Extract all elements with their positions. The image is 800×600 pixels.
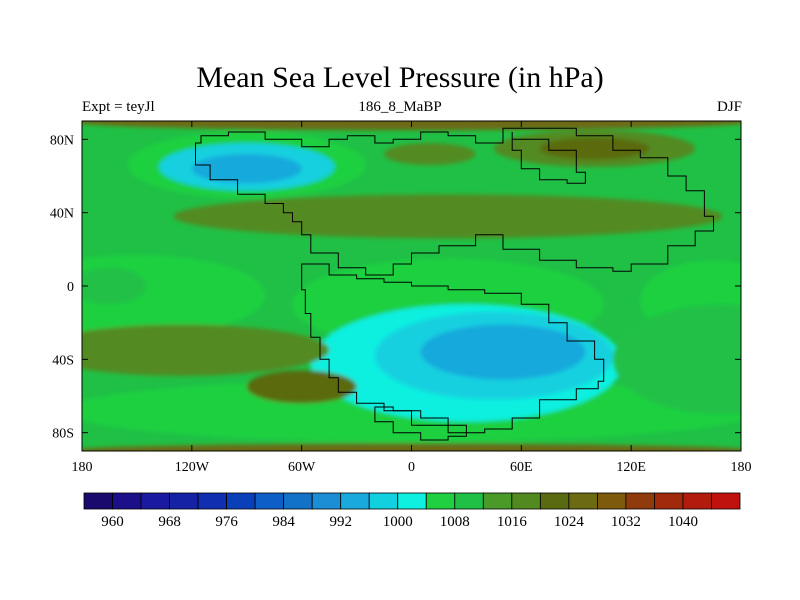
pressure-region-subtropical-high-south-west	[82, 324, 330, 376]
continent-outline-laurasia-west	[195, 127, 714, 276]
y-tick-label: 40N	[50, 207, 74, 222]
continent-outline-gondwana-south-tip	[374, 406, 467, 441]
pressure-region-subtropical-high-south-west-core	[246, 370, 357, 404]
pressure-region-north-high-center	[384, 143, 476, 165]
colorbar-tick-label: 1024	[554, 514, 585, 530]
colorbar-swatch	[311, 492, 342, 510]
continent-outline-laurasia-east-shelf	[511, 132, 586, 184]
colorbar-tick-label: 968	[158, 514, 181, 530]
colorbar-swatch	[654, 492, 684, 510]
colorbar-swatch	[169, 492, 199, 510]
pressure-region-subtropical-high-north	[173, 194, 723, 239]
y-tick-label: 0	[67, 280, 74, 295]
colorbar-tick-label: 1000	[383, 514, 413, 530]
colorbar-tick-label: 992	[329, 514, 352, 530]
experiment-label: Expt = teyJl	[82, 99, 155, 115]
pressure-region-southern-gondwana-low-core	[420, 324, 586, 380]
pressure-region-equatorial-pacific-high-west	[82, 267, 147, 305]
colorbar-tick-label: 1008	[440, 514, 470, 530]
colorbar-swatch	[511, 492, 541, 510]
colorbar-swatch	[625, 492, 655, 510]
colorbar-swatch	[425, 492, 456, 510]
colorbar-swatch	[197, 492, 228, 510]
colorbar-swatch	[283, 492, 313, 510]
colorbar-swatch	[226, 492, 256, 510]
continent-outline-layer	[195, 127, 714, 441]
colorbar: 960 968 976 984 992 1000 1008 1016 1024 1032 1040	[83, 492, 741, 530]
colorbar-swatch	[340, 492, 370, 510]
colorbar-tick-label: 1040	[668, 514, 698, 530]
pressure-region-north-high-east-core	[539, 137, 650, 160]
chart-title: Mean Sea Level Pressure (in hPa)	[196, 61, 604, 94]
y-tick-label: 80N	[50, 133, 74, 148]
x-tick-label: 60E	[510, 460, 533, 475]
colorbar-swatch	[596, 492, 627, 510]
colorbar-swatch	[397, 492, 427, 510]
x-tick-label: 180	[72, 460, 93, 475]
y-tick-label: 80S	[52, 427, 74, 442]
season-label: DJF	[716, 99, 742, 115]
x-tick-label: 180	[731, 460, 752, 475]
colorbar-swatch	[140, 492, 170, 510]
colorbar-swatch	[83, 492, 113, 510]
x-tick-label: 60W	[288, 460, 316, 475]
colorbar-swatch	[539, 492, 570, 510]
colorbar-tick-label: 960	[101, 514, 124, 530]
colorbar-tick-label: 1016	[497, 514, 528, 530]
pressure-region-pacific-high-south-east-edge	[612, 304, 741, 415]
colorbar-swatch	[254, 492, 285, 510]
colorbar-tick-label: 984	[272, 514, 295, 530]
y-tick-label: 40S	[52, 353, 74, 368]
pressure-region-north-atlantic-low-core	[191, 154, 302, 184]
x-tick-label: 0	[408, 460, 415, 475]
colorbar-swatch	[711, 492, 741, 510]
colorbar-swatch	[682, 492, 712, 510]
plot-area	[82, 121, 741, 451]
colorbar-swatch	[568, 492, 598, 510]
colorbar-swatch	[454, 492, 484, 510]
axis-layer: 180 120W 60W 0 60E 120E 180 80N 40N 0 40S 80S	[50, 121, 752, 475]
colorbar-tick-label: 1032	[611, 514, 641, 530]
time-period-label: 186_8_MaBP	[358, 99, 442, 115]
continent-outline-gondwana	[301, 263, 605, 434]
colorbar-tick-label: 976	[215, 514, 238, 530]
colorbar-swatch	[368, 492, 399, 510]
x-tick-label: 120W	[175, 460, 210, 475]
x-tick-label: 120E	[616, 460, 646, 475]
colorbar-swatch	[482, 492, 513, 510]
colorbar-swatch	[112, 492, 142, 510]
